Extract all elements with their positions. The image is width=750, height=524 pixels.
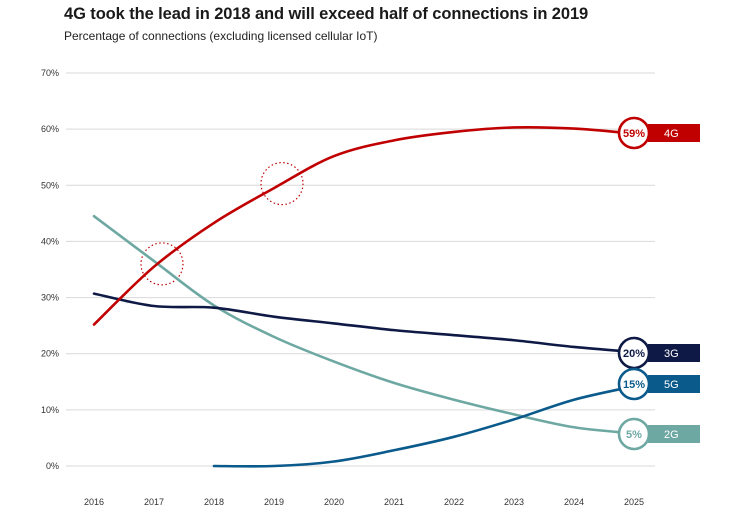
x-axis-ticks: 2016 2017 2018 2019 2020 2021 2022 2023 2024 2025 [84, 497, 644, 507]
x-tick-label: 2022 [444, 497, 464, 507]
x-tick-label: 2018 [204, 497, 224, 507]
highlight-layer [140, 162, 304, 286]
y-tick-label: 0% [46, 461, 59, 471]
series-tag-5g [648, 375, 700, 393]
x-tick-label: 2024 [564, 497, 584, 507]
series-layer [92, 125, 636, 468]
series-name-label: 4G [664, 128, 679, 140]
series-tag-3g [648, 344, 700, 362]
y-tick-label: 60% [41, 124, 59, 134]
grid-layer [66, 72, 655, 467]
y-axis-ticks: 0% 10% 20% 30% 40% 50% 60% 70% [41, 68, 59, 471]
series-line-4g [92, 125, 636, 326]
series-name-label: 5G [664, 379, 679, 391]
series-line-3g [92, 292, 636, 354]
end-label-layer: 4G 59% 3G 20% 2G 5% 5G 15% [617, 116, 700, 451]
series-name-label: 2G [664, 429, 679, 441]
chart-subtitle: Percentage of connections (excluding lic… [64, 29, 378, 43]
highlight-circle [140, 242, 184, 286]
end-value-circle [617, 116, 651, 150]
y-tick-label: 40% [41, 236, 59, 246]
series-name-label: 3G [664, 348, 679, 360]
y-tick-label: 50% [41, 180, 59, 190]
y-tick-label: 10% [41, 405, 59, 415]
series-tag-2g [648, 425, 700, 443]
end-value-circle [617, 367, 651, 401]
x-tick-label: 2020 [324, 497, 344, 507]
end-value-label: 15% [623, 379, 645, 391]
series-line-5g [212, 384, 636, 468]
end-value-label: 20% [623, 348, 645, 360]
x-tick-label: 2025 [624, 497, 644, 507]
end-value-label: 59% [623, 128, 645, 140]
series-line-2g [92, 214, 636, 435]
chart-title: 4G took the lead in 2018 and will exceed… [64, 5, 589, 23]
end-value-label: 5% [626, 429, 642, 441]
x-tick-label: 2016 [84, 497, 104, 507]
y-tick-label: 70% [41, 68, 59, 78]
series-tag-4g [648, 124, 700, 142]
x-tick-label: 2023 [504, 497, 524, 507]
highlight-circle [260, 162, 304, 206]
x-tick-label: 2019 [264, 497, 284, 507]
x-tick-label: 2021 [384, 497, 404, 507]
y-tick-label: 30% [41, 293, 59, 303]
x-tick-label: 2017 [144, 497, 164, 507]
y-tick-label: 20% [41, 349, 59, 359]
end-value-circle [617, 417, 651, 451]
